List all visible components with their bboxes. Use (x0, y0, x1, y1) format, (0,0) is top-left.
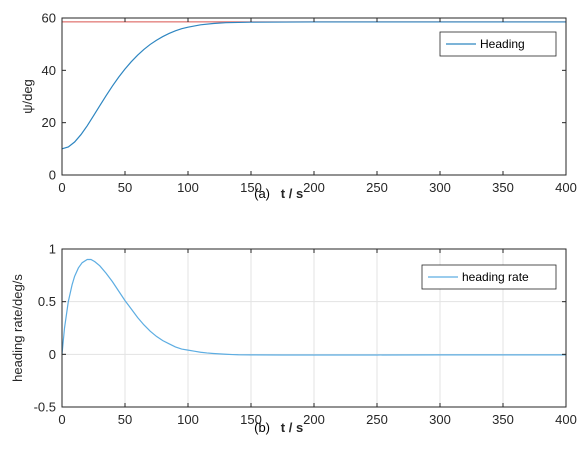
legend-label: heading rate (462, 270, 529, 284)
y-axis-label: heading rate/deg/s (10, 274, 25, 382)
legend-label: Heading (480, 37, 525, 51)
x-tick-label: 50 (118, 412, 132, 427)
x-tick-label: 50 (118, 180, 132, 195)
panel-caption: (b) (254, 420, 270, 435)
y-tick-label: 60 (42, 11, 56, 26)
y-tick-label: 40 (42, 63, 56, 78)
x-tick-label: 200 (303, 412, 325, 427)
panel-caption: (a) (254, 186, 270, 201)
y-tick-label: 0.5 (38, 294, 56, 309)
legend: heading rate (421, 264, 557, 290)
chart-panel-1: 0 50 100 150 200 250 300 350 400 0 20 40 60 ψ/deg (a) t… (20, 11, 577, 202)
series-line-1 (61, 258, 566, 356)
legend: Heading (439, 31, 557, 57)
x-tick-label: 150 (240, 412, 262, 427)
x-tick-label: 250 (366, 180, 388, 195)
x-tick-label: 300 (429, 180, 451, 195)
x-tick-label: 350 (492, 412, 514, 427)
y-tick-label: 0 (49, 347, 56, 362)
y-tick-label: -0.5 (34, 400, 56, 415)
series-line-1 (61, 21, 566, 150)
x-tick-label: 150 (240, 180, 262, 195)
chart-panel-2: 0 50 100 150 200 250 300 350 400-0.500.51heading… (10, 242, 577, 436)
y-tick-label: 1 (49, 242, 56, 257)
y-axis-label: ψ/deg (20, 79, 35, 114)
y-tick-label: 0 (49, 168, 56, 183)
x-tick-label: 300 (429, 412, 451, 427)
x-tick-label: 400 (555, 412, 577, 427)
x-tick-label: 100 (177, 180, 199, 195)
x-tick-label: 200 (303, 180, 325, 195)
x-tick-label: 400 (555, 180, 577, 195)
x-tick-label: 0 (58, 412, 65, 427)
x-tick-label: 250 (366, 412, 388, 427)
x-axis-label: t / s (281, 420, 303, 435)
x-tick-label: 100 (177, 412, 199, 427)
x-tick-label: 0 (58, 180, 65, 195)
y-tick-label: 20 (42, 115, 56, 130)
x-tick-label: 350 (492, 180, 514, 195)
x-axis-label: t / s (281, 186, 303, 201)
